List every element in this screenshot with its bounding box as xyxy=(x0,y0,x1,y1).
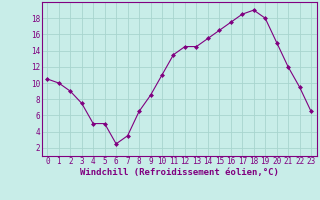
X-axis label: Windchill (Refroidissement éolien,°C): Windchill (Refroidissement éolien,°C) xyxy=(80,168,279,177)
